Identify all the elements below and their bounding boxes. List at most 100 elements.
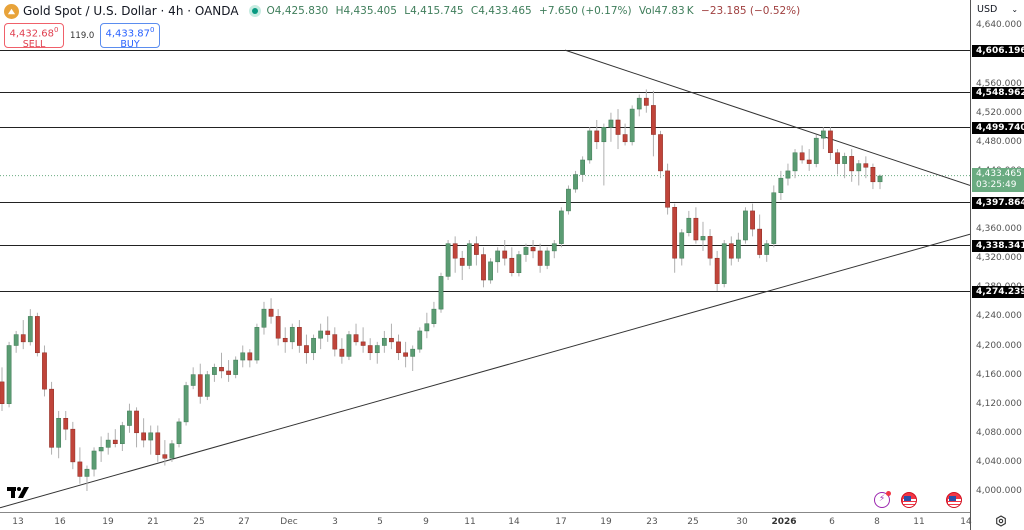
close-value: C4,433.465 [470, 5, 532, 17]
price-chart[interactable] [0, 0, 970, 512]
price-tick: 4,360.000 [976, 224, 1022, 235]
candle [764, 243, 770, 255]
level-price-label: 4,338.341 [972, 239, 1024, 252]
candle [56, 418, 62, 448]
price-tick: 4,200.000 [976, 340, 1022, 351]
candle [516, 254, 522, 273]
candle [792, 152, 798, 172]
time-tick: 25 [193, 517, 205, 527]
candle [665, 170, 670, 208]
horizontal-levels [0, 50, 970, 292]
candle [289, 327, 295, 343]
candle [828, 130, 833, 153]
candle [212, 367, 217, 375]
candle [693, 217, 699, 241]
market-open-icon [248, 5, 261, 17]
price-tick: 4,120.000 [976, 398, 1022, 409]
candle [629, 108, 635, 143]
time-tick: 11 [464, 517, 476, 527]
candle [658, 134, 663, 172]
price-tick: 4,320.000 [976, 253, 1022, 264]
trendline [0, 233, 970, 509]
candle [176, 421, 182, 444]
candle [799, 152, 805, 161]
candle [119, 425, 125, 444]
candle [226, 370, 231, 375]
candle [863, 163, 869, 168]
time-tick: 16 [54, 517, 66, 527]
sell-label: SELL [22, 39, 46, 51]
high-value: H4,435.405 [335, 5, 397, 17]
candle [481, 254, 486, 281]
candle [77, 461, 83, 477]
candle [318, 330, 324, 339]
candle [707, 236, 713, 259]
candle [573, 174, 578, 190]
candle [325, 330, 331, 335]
time-tick: 14 [508, 517, 520, 527]
candle [849, 156, 855, 172]
us-flag-event-icon[interactable] [901, 492, 917, 508]
candle [403, 352, 408, 357]
settings-icon[interactable] [995, 515, 1007, 527]
candle [721, 243, 727, 284]
us-flag-event-icon[interactable] [946, 492, 962, 508]
candle [679, 232, 685, 259]
volume-change-value: −23.185 (−0.52%) [701, 5, 801, 17]
candle [608, 119, 614, 128]
candle [261, 308, 267, 328]
price-tick: 4,240.000 [976, 311, 1022, 322]
price-tick: 4,520.000 [976, 107, 1022, 118]
candle [743, 210, 748, 241]
time-tick: 11 [913, 517, 925, 527]
time-tick: 2026 [771, 517, 797, 527]
candle [183, 385, 189, 423]
candlesticks [0, 89, 883, 491]
time-tick: 17 [555, 517, 567, 527]
candle [91, 450, 97, 470]
time-tick: 9 [423, 517, 429, 527]
candle [35, 316, 40, 354]
candle [736, 239, 741, 259]
candle [601, 127, 607, 143]
candle [410, 348, 416, 357]
candle [360, 341, 366, 346]
time-tick: 6 [829, 517, 835, 527]
buy-price: 4,433.87 [105, 28, 151, 40]
candle [558, 210, 564, 244]
candle [141, 432, 146, 441]
price-axis[interactable]: USD ⌄ 4,640.000 4,560.000 4,520.000 4,480.00… [970, 0, 1024, 530]
price-tick: 4,080.000 [976, 427, 1022, 438]
time-tick: 14 [960, 517, 972, 527]
ohlc-values: O4,425.830 H4,435.405 L4,415.745 C4,433.… [267, 5, 805, 17]
candle [594, 130, 600, 143]
candle [367, 345, 373, 354]
candle [148, 432, 154, 441]
candle [785, 170, 791, 179]
candle [98, 447, 104, 452]
candle [672, 207, 678, 259]
current-price: 4,433.465 [976, 168, 1022, 179]
symbol-title[interactable]: Gold Spot / U.S. Dollar · 4h · OANDA [23, 4, 239, 18]
currency-selector[interactable]: USD ⌄ [977, 4, 1018, 15]
buy-button[interactable]: 4,433.870 BUY [100, 23, 160, 50]
event-flash-icon[interactable]: ⚡ [874, 491, 891, 508]
tradingview-logo-icon[interactable] [7, 487, 31, 499]
time-tick: 25 [687, 517, 699, 527]
candle [240, 352, 246, 361]
chevron-down-icon: ⌄ [1011, 5, 1019, 14]
candle [566, 188, 571, 212]
time-axis[interactable]: 13 16 19 21 25 27 Dec 3 5 9 11 14 17 19 23 25 30 2026 6 8 11… [0, 512, 972, 530]
low-value: L4,415.745 [404, 5, 464, 17]
candle [551, 243, 557, 252]
open-value: O4,425.830 [266, 5, 329, 17]
candle [339, 348, 345, 357]
time-tick: 3 [332, 517, 338, 527]
candle [417, 330, 423, 350]
sell-button[interactable]: 4,432.680 SELL [4, 23, 64, 51]
time-tick: 8 [874, 517, 880, 527]
candle [197, 374, 203, 397]
candle [190, 374, 196, 386]
price-tick: 4,000.000 [976, 486, 1022, 496]
time-tick: 21 [147, 517, 159, 527]
